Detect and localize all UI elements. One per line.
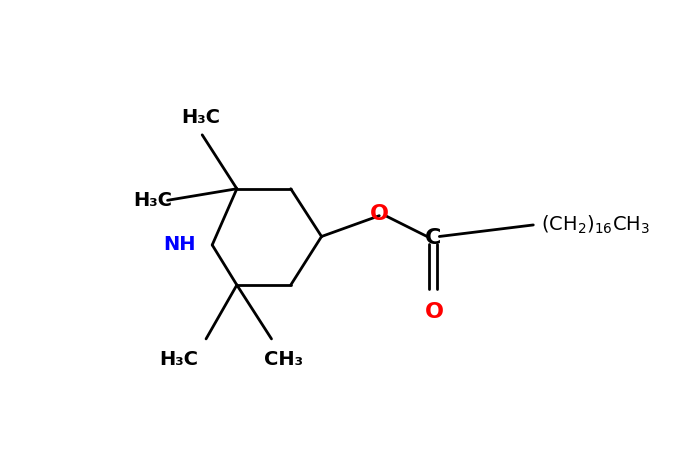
Text: O: O [370,204,389,224]
Text: NH: NH [163,235,196,254]
Text: CH₃: CH₃ [264,351,303,369]
Text: H₃C: H₃C [181,108,220,127]
Text: (CH$_2$)$_{16}$CH$_3$: (CH$_2$)$_{16}$CH$_3$ [541,214,650,236]
Text: O: O [425,302,444,322]
Text: C: C [425,228,441,248]
Text: H₃C: H₃C [133,191,172,210]
Text: H₃C: H₃C [160,351,199,369]
